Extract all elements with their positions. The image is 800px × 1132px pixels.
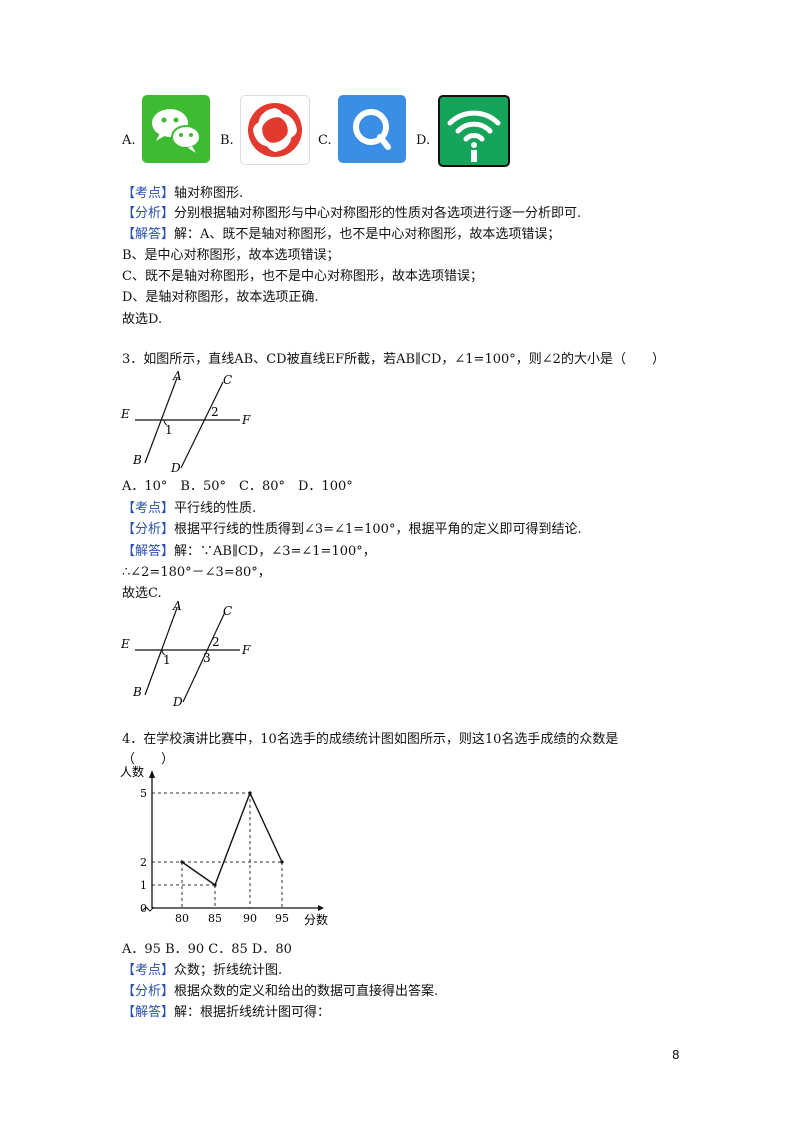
- series-line: [181, 791, 283, 887]
- search-q-icon: [338, 95, 406, 163]
- phoenix-swirl-icon: [240, 95, 310, 165]
- fig2-label-d: D: [172, 695, 183, 709]
- fig2-label-f: F: [241, 643, 251, 657]
- q3-figure-2: A C E F 2 1 3 B D: [120, 600, 251, 709]
- q2-options-row: A. B. C.: [122, 95, 542, 167]
- q2-fenxi: 【分析】分别根据轴对称图形与中心对称图形的性质对各选项进行逐一分析即可.: [122, 206, 582, 221]
- axis-break: [141, 906, 155, 912]
- fig1-label-e: E: [120, 407, 130, 421]
- fig2-label-two: 2: [212, 635, 220, 649]
- q3-figure-1: A C E F 2 1 B D: [120, 369, 251, 475]
- option-d-label: D.: [416, 133, 431, 148]
- q3-fenxi: 【分析】根据平行线的性质得到∠3=∠1=100°，根据平角的定义即可得到结论.: [122, 522, 582, 537]
- fig2-label-one: 1: [163, 653, 171, 667]
- q3-options: A．10° B．50° C．80° D．100°: [122, 479, 353, 494]
- x-tick-80: 80: [175, 912, 189, 925]
- data-point-85: [213, 883, 217, 887]
- q2-line-4: 故选D.: [122, 312, 163, 327]
- fig2-label-three: 3: [203, 651, 211, 665]
- y-tick-2: 2: [140, 856, 147, 869]
- q2-line-3: D、是轴对称图形，故本选项正确.: [122, 290, 319, 305]
- q4-options: A．95 B．90 C．85 D．80: [122, 942, 292, 957]
- fig1-label-b: B: [132, 453, 142, 467]
- wechat-icon: [142, 95, 210, 163]
- q4-jieda: 【解答】解：根据折线统计图可得：: [122, 1005, 331, 1020]
- fig1-label-d: D: [170, 461, 181, 475]
- x-tick-85: 85: [208, 912, 222, 925]
- x-tick-95: 95: [275, 912, 289, 925]
- q4-kaodian: 【考点】众数；折线统计图.: [122, 963, 283, 978]
- y-tick-5: 5: [140, 787, 147, 800]
- q3-jieda: 【解答】解：∵AB∥CD，∠3=∠1=100°，: [122, 544, 376, 559]
- q4-question: 4．在学校演讲比赛中，10名选手的成绩统计图如图所示，则这10名选手成绩的众数是: [122, 732, 619, 747]
- fig2-label-a: A: [172, 600, 182, 613]
- q3-question: 3．如图所示，直线AB、CD被直线EF所截，若AB∥CD，∠1=100°，则∠2…: [122, 352, 665, 367]
- q4-fenxi: 【分析】根据众数的定义和给出的数据可直接得出答案.: [122, 984, 439, 999]
- q3-line-1: ∴∠2=180°－∠3=80°，: [122, 565, 271, 580]
- fig2-label-e: E: [120, 637, 130, 651]
- q3-line-2: 故选C.: [122, 586, 162, 601]
- page-number: 8: [672, 1048, 680, 1062]
- fig1-label-one: 1: [165, 423, 173, 437]
- fig1-label-two: 2: [211, 405, 219, 419]
- y-axis-label: 人数: [120, 764, 144, 779]
- x-axis-label: 分数: [304, 912, 328, 927]
- data-point-80: [180, 860, 184, 864]
- fig2-label-c: C: [223, 604, 232, 618]
- data-point-95: [280, 860, 284, 864]
- fig2-label-b: B: [132, 685, 142, 699]
- q3-kaodian: 【考点】平行线的性质.: [122, 501, 257, 516]
- y-tick-0: 0: [140, 902, 147, 915]
- q2-jieda: 【解答】解：A、既不是轴对称图形，也不是中心对称图形，故本选项错误；: [122, 227, 561, 242]
- q2-kaodian: 【考点】轴对称图形.: [122, 186, 244, 201]
- data-point-90: [248, 791, 252, 795]
- x-axis-arrow: [318, 905, 324, 911]
- q2-line-1: B、是中心对称图形，故本选项错误；: [122, 248, 340, 263]
- fig1-label-f: F: [241, 413, 251, 427]
- option-a-label: A.: [122, 133, 136, 148]
- option-c-label: C.: [318, 133, 332, 148]
- q2-line-2: C、既不是轴对称图形，也不是中心对称图形，故本选项错误；: [122, 269, 483, 284]
- fig1-label-a: A: [172, 369, 182, 383]
- y-axis-arrow: [149, 770, 155, 778]
- wifi-signal-icon: [438, 95, 510, 167]
- x-tick-90: 90: [243, 912, 257, 925]
- fig1-label-c: C: [223, 373, 232, 387]
- option-b-label: B.: [220, 133, 234, 148]
- q4-paren: （ ）: [122, 752, 175, 767]
- y-tick-1: 1: [140, 879, 147, 892]
